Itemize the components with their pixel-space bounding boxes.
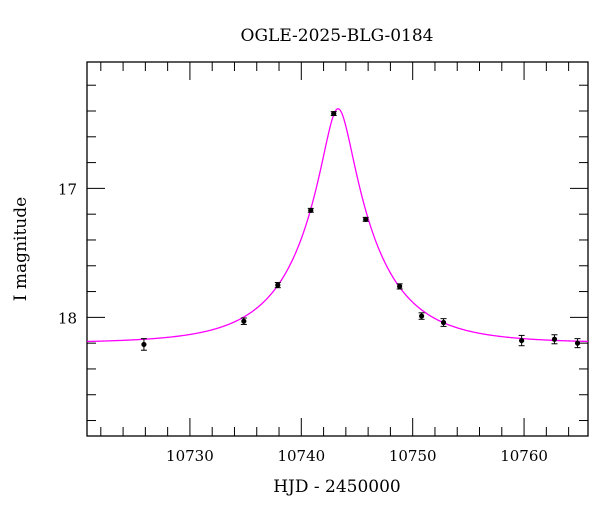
data-point bbox=[274, 282, 281, 289]
x-tick-label: 10730 bbox=[166, 447, 214, 465]
x-tick-label: 10760 bbox=[500, 447, 548, 465]
y-tick-label: 18 bbox=[58, 309, 77, 327]
x-axis-label: HJD - 2450000 bbox=[273, 477, 401, 497]
x-tick-labels: 10730 10740 10750 10760 bbox=[166, 447, 548, 465]
data-point bbox=[518, 334, 525, 347]
data-point bbox=[551, 334, 558, 345]
x-tick-label: 10740 bbox=[277, 447, 325, 465]
data-point bbox=[330, 110, 337, 117]
plot-frame bbox=[86, 61, 589, 437]
data-point bbox=[140, 338, 147, 351]
data-point bbox=[396, 283, 403, 290]
data-points bbox=[140, 110, 581, 351]
axis-ticks bbox=[87, 62, 588, 436]
chart-title: OGLE-2025-BLG-0184 bbox=[241, 26, 434, 46]
y-axis-label: I magnitude bbox=[11, 197, 31, 301]
data-point bbox=[440, 318, 447, 327]
model-line bbox=[86, 108, 589, 343]
model-curve bbox=[86, 108, 589, 343]
x-tick-label: 10750 bbox=[389, 447, 437, 465]
plot-area bbox=[86, 61, 589, 437]
data-point bbox=[362, 216, 369, 222]
data-point bbox=[240, 317, 247, 325]
data-point bbox=[574, 338, 581, 349]
data-point bbox=[418, 312, 425, 320]
y-tick-label: 17 bbox=[58, 180, 77, 198]
data-point bbox=[307, 207, 314, 213]
